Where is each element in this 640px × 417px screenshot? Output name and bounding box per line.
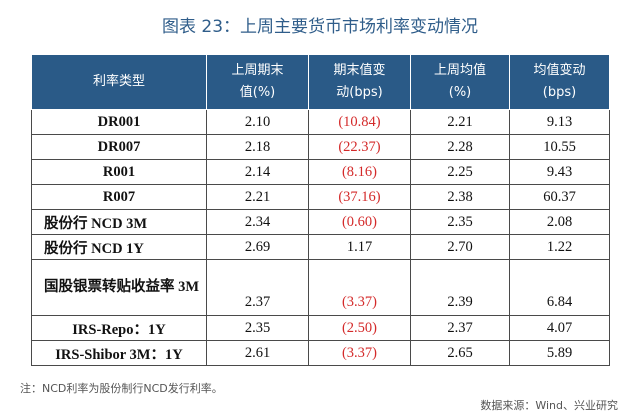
average-change: 10.55 <box>509 134 610 160</box>
header-line: 值(%) <box>239 85 276 100</box>
end-change: (10.84) <box>308 109 411 135</box>
rate-name: IRS-Shibor 3M：1Y <box>31 340 207 366</box>
table-row: 股份行 NCD 1Y 2.69 1.17 2.70 1.22 <box>31 234 610 260</box>
average-change: 9.43 <box>509 159 610 185</box>
average-change: 2.08 <box>509 209 610 235</box>
table-title: 图表 23：上周主要货币市场利率变动情况 <box>161 17 479 37</box>
end-value: 2.14 <box>206 159 309 185</box>
header-end-value: 上周期末 值(%) <box>206 54 309 110</box>
end-change: (2.50) <box>308 315 411 341</box>
end-change: (3.37) <box>308 259 411 316</box>
header-line: 期末值变 <box>333 63 386 78</box>
average-change: 4.07 <box>509 315 610 341</box>
end-value: 2.61 <box>206 340 309 366</box>
header-rate-type: 利率类型 <box>31 54 207 110</box>
average-value: 2.38 <box>410 184 510 210</box>
end-change: 1.17 <box>308 234 411 260</box>
header-line: 动(bps) <box>336 85 383 100</box>
rate-name: R001 <box>31 159 207 185</box>
rate-name: 国股银票转贴收益率 3M <box>31 259 207 316</box>
end-change: (8.16) <box>308 159 411 185</box>
header-line: 利率类型 <box>92 74 145 89</box>
header-line: (bps) <box>542 85 577 100</box>
average-change: 9.13 <box>509 109 610 135</box>
header-line: 上周均值 <box>433 63 486 78</box>
average-value: 2.39 <box>410 259 510 316</box>
average-change: 60.37 <box>509 184 610 210</box>
rate-name: R007 <box>31 184 207 210</box>
average-value: 2.37 <box>410 315 510 341</box>
end-change: (3.37) <box>308 340 411 366</box>
header-line: 均值变动 <box>533 63 586 78</box>
end-value: 2.69 <box>206 234 309 260</box>
table-row: R007 2.21 (37.16) 2.38 60.37 <box>31 184 610 210</box>
average-value: 2.28 <box>410 134 510 160</box>
average-value: 2.25 <box>410 159 510 185</box>
data-source: 数据来源：Wind、兴业研究 <box>480 399 618 412</box>
rate-name: DR007 <box>31 134 207 160</box>
end-value: 2.34 <box>206 209 309 235</box>
end-change: (22.37) <box>308 134 411 160</box>
average-value: 2.35 <box>410 209 510 235</box>
average-change: 1.22 <box>509 234 610 260</box>
end-value: 2.10 <box>206 109 309 135</box>
end-value: 2.35 <box>206 315 309 341</box>
header-average: 上周均值 (%) <box>410 54 510 110</box>
average-value: 2.70 <box>410 234 510 260</box>
average-value: 2.21 <box>410 109 510 135</box>
table-row: R001 2.14 (8.16) 2.25 9.43 <box>31 159 610 185</box>
rate-name: IRS-Repo：1Y <box>31 315 207 341</box>
end-value: 2.18 <box>206 134 309 160</box>
table-row: DR001 2.10 (10.84) 2.21 9.13 <box>31 109 610 135</box>
table-row: DR007 2.18 (22.37) 2.28 10.55 <box>31 134 610 160</box>
rate-name: 股份行 NCD 3M <box>31 209 207 235</box>
table-row: 国股银票转贴收益率 3M 2.37 (3.37) 2.39 6.84 <box>31 259 610 316</box>
header-end-change: 期末值变 动(bps) <box>308 54 411 110</box>
footnote: 注：NCD利率为股份制行NCD发行利率。 <box>20 382 223 395</box>
table-row: 股份行 NCD 3M 2.34 (0.60) 2.35 2.08 <box>31 209 610 235</box>
end-value: 2.37 <box>206 259 309 316</box>
end-value: 2.21 <box>206 184 309 210</box>
header-average-change: 均值变动 (bps) <box>509 54 610 110</box>
end-change: (0.60) <box>308 209 411 235</box>
table-row: IRS-Shibor 3M：1Y 2.61 (3.37) 2.65 5.89 <box>31 340 610 366</box>
rate-name: 股份行 NCD 1Y <box>31 234 207 260</box>
header-line: 上周期末 <box>231 63 284 78</box>
table-row: IRS-Repo：1Y 2.35 (2.50) 2.37 4.07 <box>31 315 610 341</box>
header-line: (%) <box>448 85 472 100</box>
average-change: 5.89 <box>509 340 610 366</box>
average-value: 2.65 <box>410 340 510 366</box>
end-change: (37.16) <box>308 184 411 210</box>
average-change: 6.84 <box>509 259 610 316</box>
rate-name: DR001 <box>31 109 207 135</box>
header-row: 利率类型 上周期末 值(%) 期末值变 动(bps) 上周均值 (%) 均值变动… <box>31 54 610 110</box>
money-market-rates-table: 利率类型 上周期末 值(%) 期末值变 动(bps) 上周均值 (%) 均值变动… <box>31 54 610 366</box>
